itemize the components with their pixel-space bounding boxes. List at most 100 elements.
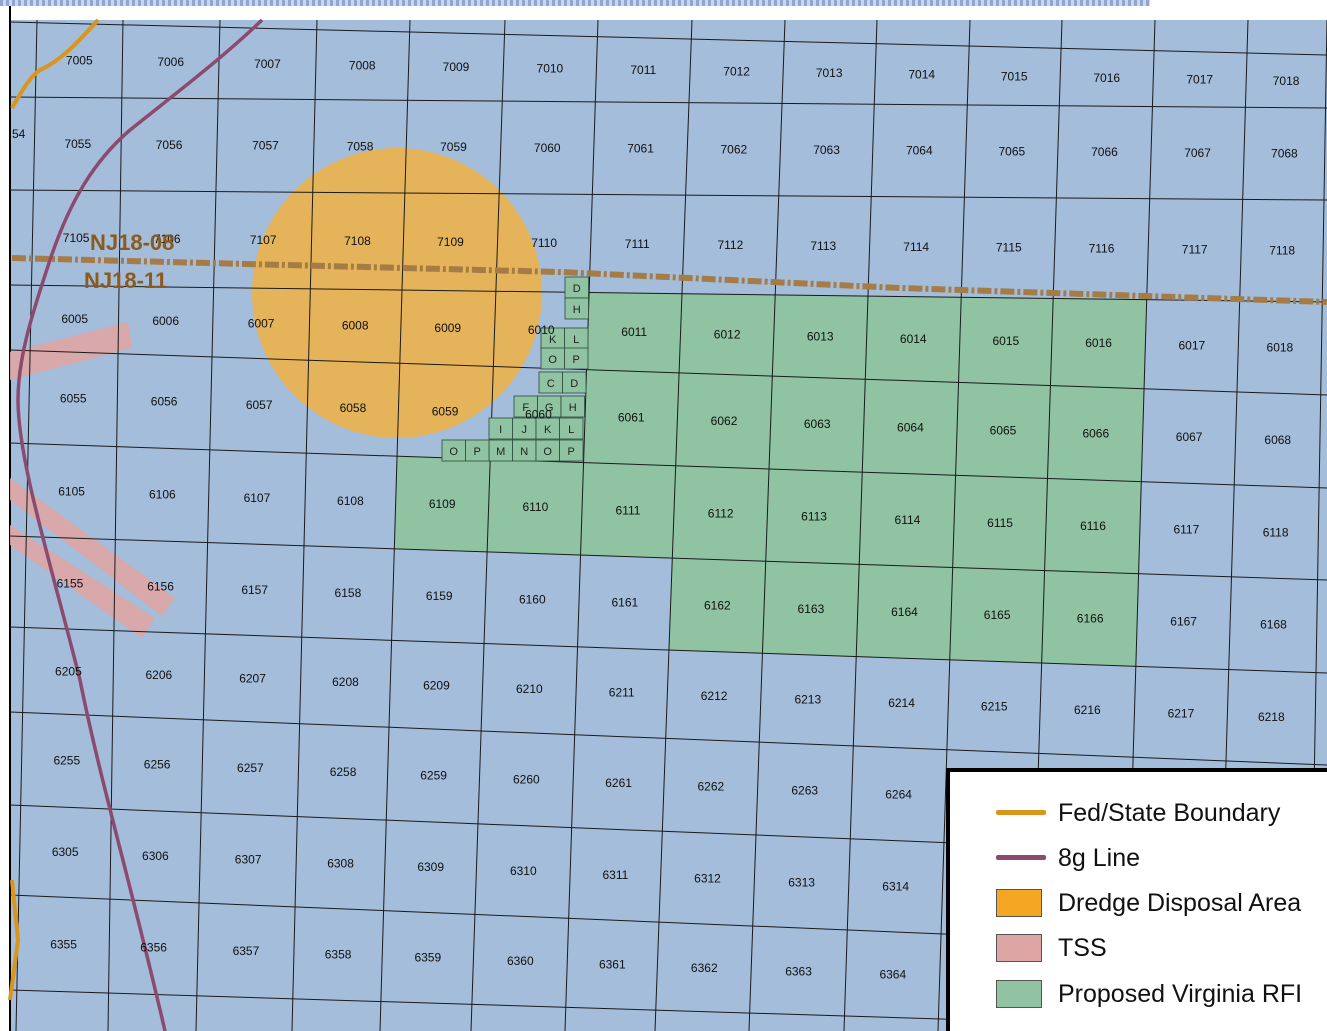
- aliquot-label: I: [499, 424, 502, 436]
- grid-line-horizontal: [9, 626, 1327, 674]
- 8g-line: [16, 18, 264, 1031]
- aliquot-label: O: [543, 446, 552, 458]
- grid-line-vertical: [748, 19, 786, 1031]
- block-number: 6110: [522, 500, 548, 514]
- area-label-upper: NJ18-08: [90, 230, 174, 255]
- aliquot-grid: DHK LO PC DF G HI J K LM N O PO P: [441, 276, 589, 462]
- block-number: 6068: [1264, 433, 1291, 447]
- block-number: 7008: [349, 58, 376, 72]
- top-border-strip: [0, 0, 1150, 6]
- block-number: 7115: [996, 241, 1022, 255]
- block-number: 7063: [813, 143, 840, 157]
- block-number: 6213: [794, 692, 821, 706]
- block-number: 6218: [1258, 710, 1285, 724]
- block-number: 6205: [55, 665, 82, 679]
- aliquot-cell: [564, 297, 589, 320]
- block-number: 7111: [625, 237, 650, 251]
- block-number: 6009: [434, 321, 461, 335]
- block-number: 6065: [990, 423, 1017, 437]
- block-number: 6261: [605, 776, 632, 790]
- aliquot-cell: [564, 347, 589, 370]
- block-number: 7009: [443, 60, 470, 74]
- block-number: 7062: [720, 142, 747, 156]
- aliquot-label: C: [547, 378, 555, 390]
- aliquot-label: H: [569, 402, 577, 414]
- aliquot-label: G: [545, 402, 554, 414]
- block-number: 6055: [60, 392, 87, 406]
- block-number: 7114: [903, 240, 929, 254]
- aliquot-label: O: [548, 354, 557, 366]
- block-number: 6206: [146, 668, 173, 682]
- area-boundary-line: [11, 255, 1327, 305]
- block-number: 6059: [432, 404, 459, 418]
- tss-lane: [10, 478, 175, 616]
- block-number: 7116: [1089, 242, 1115, 256]
- grid-line-vertical: [195, 19, 221, 1031]
- block-number: 6058: [340, 401, 367, 415]
- block-number: 7105: [63, 231, 90, 245]
- tss-swatch: [996, 934, 1042, 962]
- aliquot-label: F: [522, 402, 529, 414]
- block-number: 7011: [630, 63, 656, 77]
- grid-line-horizontal: [9, 349, 1327, 396]
- legend-label: Dredge Disposal Area: [1058, 888, 1302, 917]
- block-number: 7110: [531, 236, 557, 250]
- legend-label: TSS: [1058, 933, 1107, 962]
- block-number: 6056: [151, 395, 178, 409]
- grid-line-vertical: [107, 19, 124, 1031]
- aliquot-cell: [559, 417, 584, 440]
- block-number: 6258: [330, 765, 357, 779]
- block-number: 7058: [347, 139, 374, 153]
- block-number: 6060: [525, 408, 552, 422]
- fed-state-boundary-line: [8, 879, 21, 1001]
- block-number: 6309: [417, 860, 444, 874]
- block-number: 6358: [325, 947, 352, 961]
- block-number: 6356: [140, 941, 167, 955]
- block-number: 6111: [616, 503, 641, 517]
- block-number: 6216: [1074, 703, 1101, 717]
- grid-line-horizontal: [9, 21, 1327, 56]
- block-number: 6155: [57, 576, 84, 590]
- tss-lane: [10, 322, 132, 380]
- aliquot-label: M: [496, 446, 505, 458]
- block-number: 6364: [879, 968, 906, 982]
- block-number: 6355: [50, 937, 77, 951]
- dredge-disposal-area: [252, 148, 542, 438]
- area-label-lower: NJ18-11: [84, 268, 167, 293]
- block-number: 6017: [1178, 338, 1205, 352]
- aliquot-label: N: [520, 446, 528, 458]
- aliquot-label: L: [573, 334, 579, 346]
- block-number: 6106: [149, 488, 176, 502]
- dredge-disposal-layer: [252, 148, 542, 438]
- block-number: 6160: [519, 592, 546, 606]
- block-number: 7005: [66, 54, 93, 68]
- grid-line-vertical: [379, 19, 411, 1031]
- aliquot-label: K: [549, 334, 557, 346]
- block-number: 6118: [1263, 525, 1289, 539]
- block-number: 6308: [327, 857, 354, 871]
- legend-label: Proposed Virginia RFI: [1058, 979, 1303, 1008]
- block-number: 6161: [611, 595, 638, 609]
- block-number: 6263: [791, 783, 818, 797]
- block-number: 6108: [337, 494, 364, 508]
- block-number: 6361: [599, 957, 626, 971]
- 8g-line-swatch: [996, 855, 1046, 860]
- block-number: 6214: [888, 696, 915, 710]
- block-number: 7057: [252, 139, 279, 153]
- fed-state-boundary-line: [10, 18, 100, 110]
- block-number: 6116: [1080, 519, 1106, 533]
- block-number: 6114: [895, 513, 921, 527]
- block-number: 6016: [1085, 336, 1112, 350]
- aliquot-label: P: [573, 354, 580, 366]
- block-number: 6105: [58, 485, 85, 499]
- block-number: 6164: [891, 605, 918, 619]
- block-number: 6018: [1267, 340, 1294, 354]
- block-number: 6357: [233, 944, 260, 958]
- block-number: 7006: [157, 55, 184, 69]
- block-number: 6165: [984, 608, 1011, 622]
- block-number: 6256: [144, 757, 171, 771]
- block-number: 6012: [714, 327, 741, 341]
- block-number: 6257: [237, 761, 264, 775]
- block-number: 7066: [1091, 145, 1118, 159]
- block-number: 7012: [723, 65, 750, 79]
